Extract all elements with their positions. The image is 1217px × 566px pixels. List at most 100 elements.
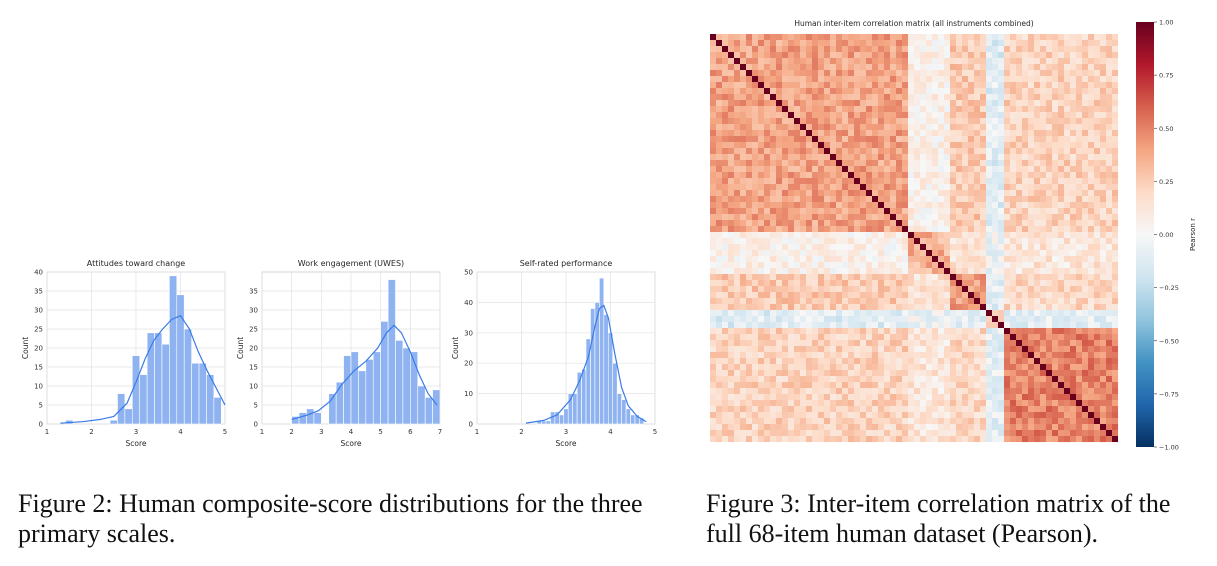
heatmap-cell: [740, 274, 747, 281]
heatmap-cell: [722, 352, 729, 359]
heatmap-cell: [728, 304, 735, 311]
heatmap-cell: [1112, 190, 1119, 197]
heatmap-cell: [938, 214, 945, 221]
heatmap-cell: [878, 256, 885, 263]
heatmap-cell: [926, 352, 933, 359]
heatmap-cell: [950, 256, 957, 263]
heatmap-cell: [1064, 376, 1071, 383]
heatmap-cell: [716, 268, 723, 275]
heatmap-cell: [962, 100, 969, 107]
heatmap-cell: [998, 370, 1005, 377]
heatmap-cell: [926, 184, 933, 191]
heatmap-cell: [1034, 244, 1041, 251]
heatmap-cell: [884, 406, 891, 413]
heatmap-cell: [734, 310, 741, 317]
heatmap-cell: [1100, 226, 1107, 233]
heatmap-cell: [1052, 370, 1059, 377]
heatmap-cell: [1088, 94, 1095, 101]
heatmap-cell: [812, 172, 819, 179]
heatmap-cell: [884, 136, 891, 143]
heatmap-cell: [716, 112, 723, 119]
heatmap-cell: [932, 316, 939, 323]
heatmap-cell: [896, 52, 903, 59]
heatmap-cell: [1022, 130, 1029, 137]
heatmap-cell: [806, 232, 813, 239]
heatmap-cell: [800, 124, 807, 131]
heatmap-cell: [728, 322, 735, 329]
heatmap-cell: [986, 340, 993, 347]
heatmap-cell: [788, 82, 795, 89]
heatmap-cell: [1112, 418, 1119, 425]
heatmap-cell: [776, 130, 783, 137]
heatmap-cell: [932, 274, 939, 281]
heatmap-cell: [806, 292, 813, 299]
heatmap-cell: [950, 346, 957, 353]
heatmap-cell: [950, 100, 957, 107]
heatmap-cell: [752, 310, 759, 317]
heatmap-cell: [872, 208, 879, 215]
heatmap-cell: [1004, 334, 1011, 341]
heatmap-cell: [758, 148, 765, 155]
heatmap-cell: [716, 184, 723, 191]
heatmap-cell: [818, 118, 825, 125]
heatmap-cell: [980, 94, 987, 101]
heatmap-cell: [770, 394, 777, 401]
heatmap-cell: [980, 184, 987, 191]
heatmap-cell: [788, 196, 795, 203]
heatmap-cell: [1112, 202, 1119, 209]
heatmap-cell: [1058, 196, 1065, 203]
heatmap-cell: [926, 88, 933, 95]
heatmap-cell: [950, 46, 957, 53]
heatmap-cell: [818, 34, 825, 41]
heatmap-cell: [854, 148, 861, 155]
heatmap-cell: [1022, 334, 1029, 341]
heatmap-cell: [1028, 250, 1035, 257]
heatmap-cell: [1058, 304, 1065, 311]
heatmap-cell: [944, 340, 951, 347]
heatmap-cell: [830, 406, 837, 413]
heatmap-cell: [1106, 40, 1113, 47]
heatmap-cell: [830, 244, 837, 251]
heatmap-cell: [1094, 400, 1101, 407]
heatmap-cell: [938, 304, 945, 311]
heatmap-cell: [986, 112, 993, 119]
heatmap-cell: [1100, 172, 1107, 179]
heatmap-cell: [902, 220, 909, 227]
heatmap-cell: [890, 82, 897, 89]
heatmap-cell: [986, 346, 993, 353]
heatmap-cell: [914, 382, 921, 389]
heatmap-cell: [1064, 436, 1071, 443]
heatmap-cell: [932, 172, 939, 179]
heatmap-cell: [950, 232, 957, 239]
heatmap-cell: [776, 358, 783, 365]
heatmap-cell: [1010, 346, 1017, 353]
heatmap-cell: [752, 124, 759, 131]
heatmap-cell: [770, 208, 777, 215]
heatmap-cell: [932, 154, 939, 161]
heatmap-cell: [962, 418, 969, 425]
heatmap-cell: [962, 310, 969, 317]
heatmap-cell: [1070, 190, 1077, 197]
heatmap-cell: [728, 100, 735, 107]
heatmap-cell: [920, 280, 927, 287]
heatmap-cell: [848, 238, 855, 245]
heatmap-cell: [884, 364, 891, 371]
heatmap-cell: [848, 130, 855, 137]
heatmap-cell: [872, 382, 879, 389]
heatmap-cell: [1010, 376, 1017, 383]
heatmap-cell: [998, 226, 1005, 233]
heatmap-cell: [980, 148, 987, 155]
heatmap-cell: [848, 46, 855, 53]
heatmap-cell: [842, 382, 849, 389]
heatmap-cell: [740, 316, 747, 323]
heatmap-cell: [1022, 214, 1029, 221]
heatmap-cell: [884, 130, 891, 137]
heatmap-cell: [842, 352, 849, 359]
heatmap-cell: [902, 292, 909, 299]
heatmap-cell: [836, 136, 843, 143]
heatmap-cell: [1094, 190, 1101, 197]
heatmap-cell: [1016, 178, 1023, 185]
heatmap-cell: [752, 424, 759, 431]
heatmap-cell: [794, 166, 801, 173]
heatmap-cell: [992, 124, 999, 131]
